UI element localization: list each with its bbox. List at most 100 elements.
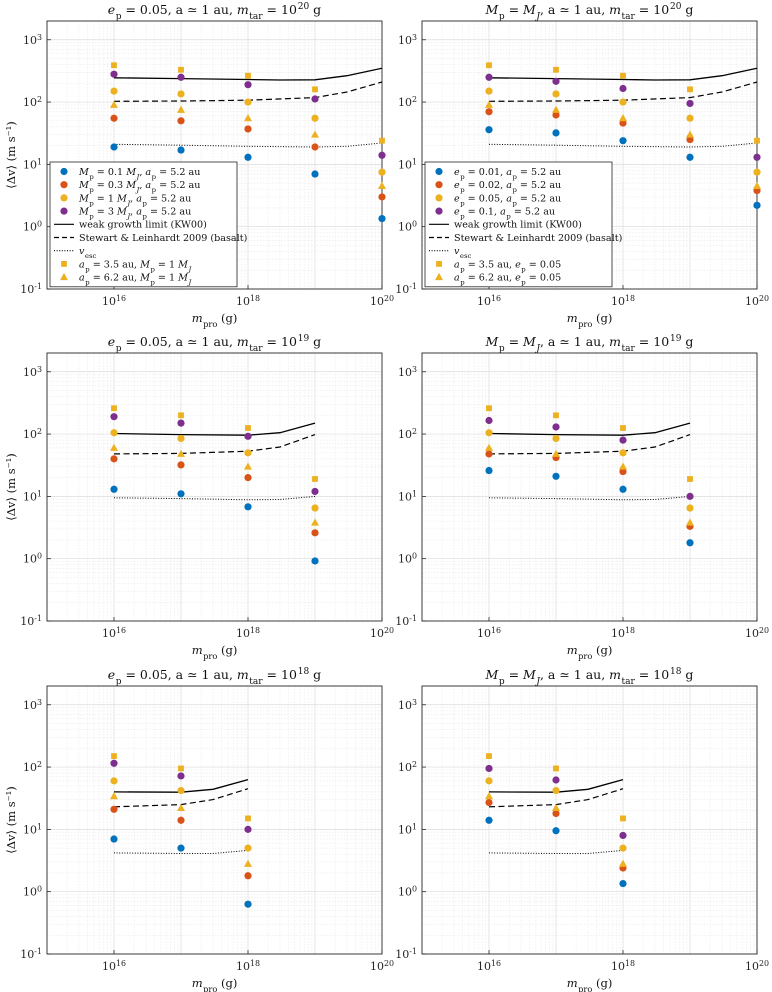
y-tick-label: 101 bbox=[23, 157, 42, 172]
chart-panel-2: 1016 1018 1020 10-1 100 101 102 103 M_p = M_J, a… bbox=[395, 2, 769, 329]
legend-entry: a_p = 3.5 au, M_p = 1 M_J bbox=[79, 259, 192, 273]
data-point-triangle bbox=[552, 803, 560, 812]
data-point-circle bbox=[177, 73, 185, 81]
data-point-circle bbox=[244, 153, 252, 161]
data-point-circle bbox=[619, 98, 627, 106]
data-point-circle bbox=[311, 487, 319, 496]
y-tick-label: 101 bbox=[398, 489, 417, 504]
data-point-circle bbox=[619, 84, 627, 93]
data-point-circle bbox=[244, 825, 252, 833]
legend-marker-square bbox=[61, 261, 67, 267]
data-point-circle bbox=[686, 114, 694, 122]
y-tick-label: 100 bbox=[23, 219, 42, 234]
plot-area bbox=[47, 686, 382, 954]
data-point-circle bbox=[552, 129, 560, 137]
chart-title: M_p = M_J, a ≃ 1 au, m_tar = 10^18 g bbox=[485, 667, 694, 687]
y-tick-label: 101 bbox=[398, 822, 417, 837]
data-point-circle bbox=[485, 466, 493, 475]
y-tick-label: 103 bbox=[23, 32, 42, 47]
x-tick-label: 1018 bbox=[611, 294, 635, 309]
data-point-circle bbox=[378, 214, 386, 223]
data-point-circle bbox=[244, 503, 252, 511]
data-point-circle bbox=[485, 764, 493, 773]
y-tick-label: 103 bbox=[398, 364, 417, 379]
data-point-square bbox=[553, 765, 559, 772]
data-point-circle bbox=[110, 805, 118, 813]
series-line-dashed bbox=[113, 788, 249, 808]
y-tick-label: 102 bbox=[23, 95, 42, 110]
data-point-circle bbox=[485, 416, 493, 425]
y-tick-label: 103 bbox=[23, 697, 42, 712]
chart-title: M_p = M_J, a ≃ 1 au, m_tar = 10^20 g bbox=[485, 2, 694, 22]
y-axis-label: ⟨Δv⟩ (m s⁻¹) bbox=[4, 786, 18, 854]
x-tick-label: 1018 bbox=[236, 626, 260, 641]
data-point-circle bbox=[177, 461, 185, 469]
gridlines bbox=[422, 353, 757, 621]
x-axis-label: m_pro (g) bbox=[567, 976, 613, 992]
data-point-circle bbox=[110, 413, 118, 421]
legend-marker-circle bbox=[435, 194, 443, 202]
y-tick-label: 10-1 bbox=[20, 614, 42, 629]
data-point-circle bbox=[485, 429, 493, 437]
data-point-triangle bbox=[619, 859, 627, 867]
data-point-square bbox=[687, 86, 693, 93]
data-point-square bbox=[245, 425, 251, 431]
x-tick-label: 1016 bbox=[102, 959, 126, 974]
data-point-circle bbox=[110, 87, 118, 95]
data-point-triangle bbox=[177, 449, 185, 457]
data-point-triangle bbox=[110, 792, 118, 800]
data-point-circle bbox=[686, 492, 694, 500]
y-axis-label: ⟨Δv⟩ (m s⁻¹) bbox=[4, 121, 18, 189]
legend-entry: M_p = 3 M_J, a_p = 5.2 au bbox=[78, 207, 191, 221]
data-point-circle bbox=[619, 844, 627, 852]
series-line-dashed bbox=[488, 788, 624, 808]
data-point-triangle bbox=[244, 859, 252, 867]
x-tick-label: 1016 bbox=[102, 626, 126, 641]
data-point-circle bbox=[552, 111, 560, 119]
data-point-square bbox=[553, 66, 559, 73]
series-line-solid bbox=[488, 422, 691, 436]
legend-entry: Stewart & Leinhardt 2009 (basalt) bbox=[454, 233, 622, 244]
data-point-circle bbox=[619, 449, 627, 457]
legend-marker-square bbox=[436, 261, 442, 267]
data-point-square bbox=[111, 753, 117, 759]
chart-title: M_p = M_J, a ≃ 1 au, m_tar = 10^19 g bbox=[485, 334, 694, 354]
data-point-square bbox=[553, 412, 559, 419]
data-point-triangle bbox=[485, 100, 493, 108]
data-point-circle bbox=[485, 87, 493, 95]
x-tick-label: 1016 bbox=[477, 626, 501, 641]
data-point-square bbox=[620, 72, 626, 79]
data-point-circle bbox=[485, 450, 493, 458]
legend-entry: v_esc bbox=[79, 246, 97, 260]
data-point-circle bbox=[110, 143, 118, 151]
x-tick-label: 1020 bbox=[745, 626, 769, 641]
data-point-circle bbox=[177, 844, 185, 852]
data-point-square bbox=[111, 62, 117, 69]
legend-entry: e_p = 0.05, a_p = 5.2 au bbox=[454, 193, 561, 207]
legend-entry: a_p = 6.2 au, e_p = 0.05 bbox=[454, 273, 561, 287]
data-point-circle bbox=[552, 434, 560, 443]
data-point-circle bbox=[686, 153, 694, 161]
data-point-triangle bbox=[552, 105, 560, 113]
legend-marker-circle bbox=[60, 167, 68, 176]
data-point-triangle bbox=[244, 114, 252, 122]
y-tick-label: 100 bbox=[23, 551, 42, 566]
y-tick-label: 101 bbox=[23, 489, 42, 504]
chart-title: e_p = 0.05, a ≃ 1 au, m_tar = 10^20 g bbox=[108, 2, 321, 22]
chart-panel-6: 1016 1018 1020 10-1 100 101 102 103 M_p = M_J, a… bbox=[395, 667, 769, 992]
series-line-dashed bbox=[113, 81, 383, 102]
data-point-circle bbox=[552, 776, 560, 784]
data-point-circle bbox=[378, 193, 386, 201]
data-point-circle bbox=[485, 816, 493, 824]
data-point-triangle bbox=[378, 181, 386, 189]
data-point-square bbox=[178, 765, 184, 772]
axes-frame bbox=[46, 685, 383, 955]
gridlines bbox=[422, 686, 757, 954]
data-point-triangle bbox=[244, 462, 252, 470]
y-axis-label: ⟨Δv⟩ (m s⁻¹) bbox=[4, 453, 18, 521]
data-point-circle bbox=[244, 872, 252, 880]
x-tick-label: 1016 bbox=[477, 294, 501, 309]
series-line-solid bbox=[113, 778, 249, 793]
data-point-triangle bbox=[177, 803, 185, 812]
data-point-circle bbox=[619, 137, 627, 145]
